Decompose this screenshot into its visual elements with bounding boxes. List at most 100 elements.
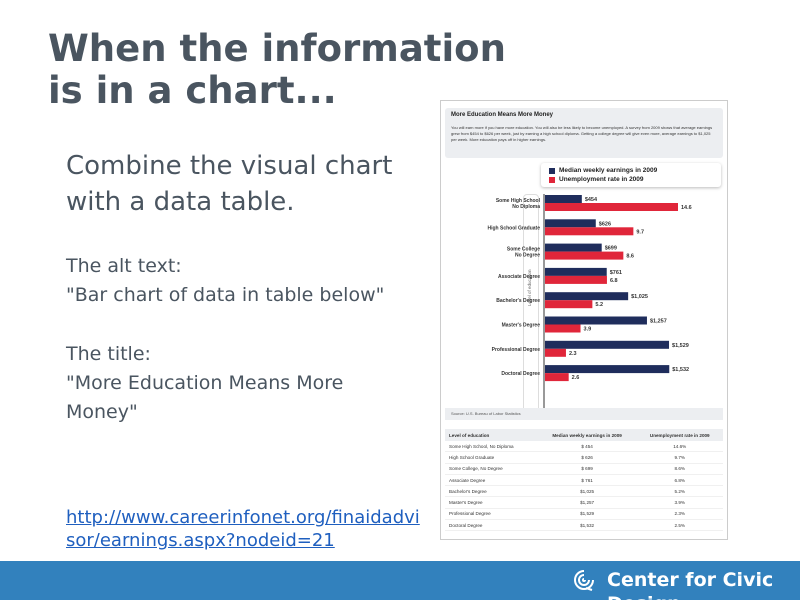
legend-swatch (549, 167, 555, 174)
earnings-bar (545, 219, 596, 228)
earnings-bar (545, 365, 670, 374)
cell-unemployment: 2.3% (636, 508, 723, 521)
cell-unemployment: 8.6% (636, 463, 723, 475)
table-row: Professional Degree $1,529 2.3% (445, 508, 723, 521)
cell-level: Some High School, No Diploma (445, 441, 538, 453)
col-header: Median weekly earnings in 2009 (537, 429, 637, 441)
chart-header: More Education Means More Money You will… (445, 108, 723, 158)
col-header: Unemployment rate in 2009 (636, 429, 723, 441)
bar-value-label: 9.7 (636, 229, 644, 235)
slide-body: Combine the visual chart with a data tab… (66, 148, 396, 427)
cell-earnings: $1,025 (537, 485, 637, 498)
bar-value-label: $626 (599, 221, 611, 227)
bar-value-label: $1,257 (650, 319, 667, 325)
cell-level: High School Graduate (445, 451, 538, 464)
earnings-bar (545, 292, 629, 301)
cell-unemployment: 9.7% (636, 451, 723, 464)
cell-unemployment: 5.2% (636, 485, 723, 498)
unemployment-bar (545, 275, 607, 284)
cell-earnings: $1,257 (537, 496, 637, 509)
bar-value-label: $454 (585, 197, 598, 203)
cell-earnings: $ 761 (537, 474, 637, 487)
category-label: Associate Degree (498, 274, 540, 280)
bar-value-label: 3.9 (584, 327, 592, 333)
bar-value-label: $1,529 (672, 343, 689, 349)
cell-level: Master's Degree (445, 496, 538, 509)
earnings-bar (545, 340, 670, 349)
category-label: No Diploma (512, 204, 540, 210)
slide-title: When the information is in a chart... (48, 28, 506, 112)
title-line-2: is in a chart... (48, 69, 337, 112)
source-link[interactable]: http://www.careerinfonet.org/finaidadvis… (66, 507, 420, 551)
chart-source: Source: U.S. Bureau of Labor Statistics (445, 408, 723, 420)
brand-name: Center for Civic Design (607, 569, 774, 615)
unemployment-bar (545, 348, 566, 357)
table-row: Doctoral Degree $1,532 2.5% (445, 519, 723, 532)
legend-item-earnings: Median weekly earnings in 2009 (549, 167, 657, 174)
alt-text: "Bar chart of data in table below" (66, 284, 385, 306)
lead-text: Combine the visual chart with a data tab… (66, 151, 393, 217)
title-line-1: When the information (48, 27, 506, 70)
cell-unemployment: 2.5% (636, 519, 723, 532)
unemployment-bar (545, 227, 634, 236)
unemployment-bar (545, 324, 581, 333)
cell-unemployment: 6.8% (636, 474, 723, 487)
chart-header-desc: You will earn more if you have more educ… (451, 125, 713, 142)
bar-value-label: 5.2 (595, 302, 603, 308)
table-row: Bachelor's Degree $1,025 5.2% (445, 485, 723, 498)
bar-value-label: 14.6 (681, 205, 692, 211)
footer-bar (0, 561, 800, 600)
table-row: Some College, No Degree $ 699 8.6% (445, 463, 723, 475)
col-header: Level of education (445, 429, 538, 441)
cell-level: Professional Degree (445, 508, 538, 521)
cell-level: Associate Degree (445, 474, 538, 487)
cell-earnings: $ 454 (537, 441, 637, 453)
alt-label: The alt text: (66, 255, 182, 277)
cell-unemployment: 14.6% (636, 441, 723, 453)
chart-header-title: More Education Means More Money (451, 112, 554, 118)
title-text: "More Education Means More Money" (66, 372, 344, 423)
chart-legend: Median weekly earnings in 2009 Unemploym… (541, 163, 721, 187)
data-table: Level of education Median weekly earning… (445, 429, 723, 532)
category-label: Some College (507, 247, 540, 253)
bar-value-label: 2.3 (569, 351, 577, 357)
cell-earnings: $1,532 (537, 519, 637, 532)
earnings-bar (545, 316, 647, 325)
table-row: High School Graduate $ 626 9.7% (445, 451, 723, 464)
bar-value-label: $699 (605, 246, 617, 252)
earnings-bar (545, 267, 607, 276)
cell-level: Some College, No Degree (445, 463, 538, 475)
legend-swatch (549, 176, 555, 183)
cell-earnings: $ 699 (537, 463, 637, 475)
bar-value-label: $1,025 (631, 294, 648, 300)
cell-level: Bachelor's Degree (445, 485, 538, 498)
unemployment-bar (545, 251, 624, 260)
cell-earnings: $ 626 (537, 451, 637, 464)
category-label: Bachelor's Degree (496, 298, 540, 304)
earnings-bar (545, 195, 582, 203)
chart-screenshot: More Education Means More Money You will… (440, 100, 728, 540)
cell-earnings: $1,529 (537, 508, 637, 521)
category-label: High School Graduate (487, 225, 540, 231)
legend-item-unemployment: Unemployment rate in 2009 (549, 176, 644, 183)
cell-unemployment: 3.9% (636, 496, 723, 509)
bar-value-label: 8.6 (626, 254, 634, 260)
legend-label: Unemployment rate in 2009 (559, 176, 644, 183)
bar-value-label: 2.6 (572, 375, 580, 381)
bar-value-label: $1,532 (672, 367, 689, 373)
title-label: The title: (66, 343, 151, 365)
category-label: No Degree (515, 253, 540, 259)
unemployment-bar (545, 300, 593, 309)
y-axis-line (543, 194, 545, 414)
category-label: Master's Degree (502, 323, 541, 329)
earnings-bar (545, 243, 602, 252)
category-label: Professional Degree (492, 347, 541, 353)
category-label: Doctoral Degree (501, 371, 540, 377)
category-label: Some High School (496, 198, 541, 204)
legend-label: Median weekly earnings in 2009 (559, 167, 658, 174)
table-row: Some High School, No Diploma $ 454 14.6% (445, 441, 723, 453)
table-row: Associate Degree $ 761 6.8% (445, 474, 723, 487)
table-row: Master's Degree $1,257 3.9% (445, 496, 723, 509)
unemployment-bar (545, 373, 569, 382)
